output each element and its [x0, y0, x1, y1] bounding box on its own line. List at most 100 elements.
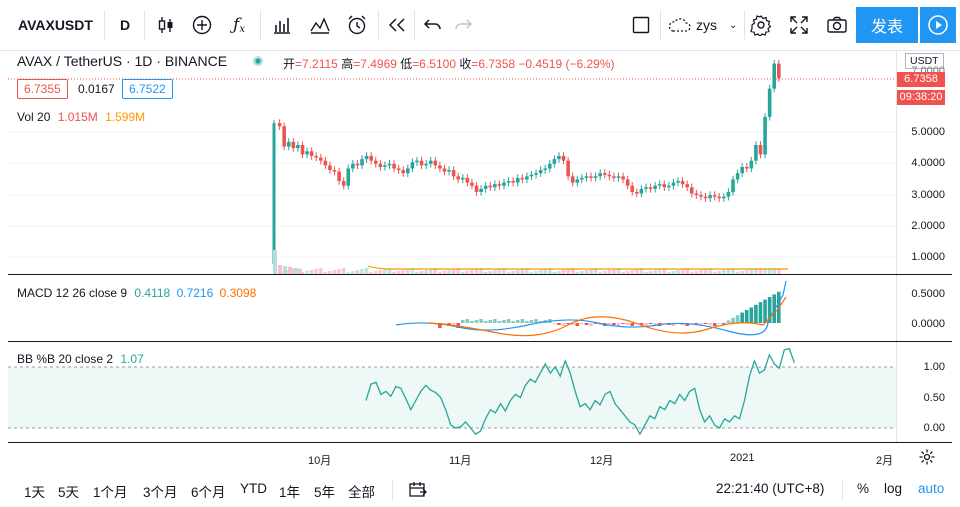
candle-body	[346, 168, 351, 186]
layout-square-icon[interactable]	[626, 8, 656, 42]
volume-bar	[717, 271, 722, 274]
pane-separator[interactable]	[8, 341, 952, 342]
macd-histogram-bar	[456, 323, 460, 328]
camera-icon[interactable]	[822, 8, 852, 42]
macd-axis[interactable]: 0.5000 0.0000	[896, 275, 953, 341]
candle-body	[479, 188, 483, 192]
bb-axis[interactable]: 1.00 0.50 0.00	[896, 342, 953, 442]
macd-histogram-bar	[438, 323, 442, 328]
candle-body	[607, 174, 612, 177]
timeframe-all[interactable]: 全部	[348, 485, 375, 500]
volume-bar	[314, 269, 319, 274]
toolbar-divider	[378, 10, 379, 40]
bb-legend[interactable]: BB %B 20 close 2 1.07	[17, 352, 144, 366]
chart-settings-icon[interactable]	[918, 448, 936, 471]
volume-bar	[735, 272, 740, 274]
interval-button[interactable]: D	[119, 17, 131, 33]
play-icon[interactable]	[920, 7, 956, 43]
candle-body	[735, 173, 740, 180]
macd-pane[interactable]	[8, 275, 896, 341]
timeframe-5d[interactable]: 5天	[58, 485, 80, 500]
bid-button[interactable]: 6.7355	[17, 79, 68, 99]
timeframe-3m[interactable]: 3个月	[143, 485, 178, 500]
candlestick-chart[interactable]	[8, 50, 896, 274]
date-range-icon[interactable]	[408, 480, 428, 505]
macd-legend[interactable]: MACD 12 26 close 9 0.4118 0.7216 0.3098	[17, 286, 257, 300]
candle-body	[667, 185, 671, 188]
candle-body	[543, 168, 548, 171]
macd-histogram-bar	[566, 323, 570, 324]
toolbar-divider	[414, 10, 415, 40]
volume-bar	[584, 270, 589, 274]
timeframe-1d[interactable]: 1天	[24, 485, 46, 500]
candle-body	[424, 163, 428, 166]
redo-icon[interactable]	[448, 8, 478, 42]
timeframe-1m[interactable]: 1个月	[93, 485, 128, 500]
candle-body	[570, 176, 575, 183]
macd-histogram-bar	[525, 321, 529, 323]
pane-separator[interactable]	[8, 274, 952, 275]
candle-body	[744, 166, 749, 169]
percent-toggle[interactable]: %	[857, 481, 870, 496]
undo-icon[interactable]	[418, 8, 448, 42]
macd-histogram-bar	[497, 321, 502, 323]
volume-bar	[740, 271, 744, 274]
macd-histogram-bar	[722, 323, 726, 325]
currency-label[interactable]: USDT	[905, 53, 944, 69]
spread-value: 0.0167	[78, 82, 115, 96]
price-pane[interactable]	[8, 50, 896, 274]
candle-body	[534, 173, 538, 175]
candles-icon[interactable]	[150, 8, 182, 42]
ask-button[interactable]: 6.7522	[122, 79, 173, 99]
volume-legend[interactable]: Vol 20 1.015M 1.599M	[17, 110, 146, 124]
bar-chart-icon[interactable]	[266, 8, 298, 42]
time-label: 10月	[308, 455, 332, 467]
bb-pane[interactable]	[8, 342, 896, 442]
macd-histogram-bar	[511, 321, 515, 323]
bb-value: 1.07	[120, 352, 144, 366]
price-tick: 5.0000	[911, 126, 945, 138]
alert-clock-icon[interactable]	[340, 8, 374, 42]
auto-toggle[interactable]: auto	[918, 481, 945, 496]
timeframe-1y[interactable]: 1年	[279, 485, 301, 500]
time-axis[interactable]: 10月 11月 12月 2021 2月	[8, 443, 896, 471]
post-button[interactable]: 发表	[856, 7, 918, 43]
candle-body	[465, 177, 470, 183]
macd-histogram-bar	[502, 320, 506, 323]
settings-icon[interactable]	[746, 8, 776, 42]
candle-body	[392, 163, 396, 169]
candle-body	[580, 177, 584, 180]
macd-chart[interactable]	[8, 275, 896, 341]
timeframe-ytd[interactable]: YTD	[240, 481, 267, 496]
fullscreen-icon[interactable]	[784, 8, 814, 42]
clock[interactable]: 22:21:40 (UTC+8)	[716, 481, 825, 496]
volume-bar	[680, 269, 685, 274]
replay-icon[interactable]	[382, 8, 412, 42]
volume-bar	[593, 268, 598, 274]
price-tick: 2.0000	[911, 220, 945, 232]
volume-bar	[273, 250, 277, 274]
candle-body	[635, 191, 639, 194]
bottom-divider	[842, 480, 843, 500]
volume-bar	[534, 271, 538, 274]
candle-body	[406, 168, 410, 174]
volume-bar	[401, 270, 406, 274]
candle-body	[419, 160, 424, 166]
bb-chart[interactable]	[8, 342, 896, 442]
templates-icon[interactable]	[304, 8, 336, 42]
price-axis[interactable]: USDT 7.0000 6.7358 09:38:20 5.0000 4.000…	[896, 50, 953, 274]
timeframe-6m[interactable]: 6个月	[191, 485, 226, 500]
volume-bar	[378, 270, 383, 274]
candle-body	[699, 195, 703, 197]
volume-bar	[369, 272, 373, 274]
add-indicator-icon[interactable]	[186, 8, 218, 42]
log-toggle[interactable]: log	[884, 481, 903, 496]
macd-histogram-bar	[648, 323, 653, 324]
candle-body	[364, 155, 369, 160]
user-menu-button[interactable]: zys ⌄	[666, 8, 742, 42]
volume-bar	[373, 271, 378, 274]
series-title[interactable]: AVAX / TetherUS · 1D · BINANCE	[17, 53, 228, 69]
symbol-search-button[interactable]: AVAXUSDT	[18, 17, 93, 33]
timeframe-5y[interactable]: 5年	[314, 485, 336, 500]
